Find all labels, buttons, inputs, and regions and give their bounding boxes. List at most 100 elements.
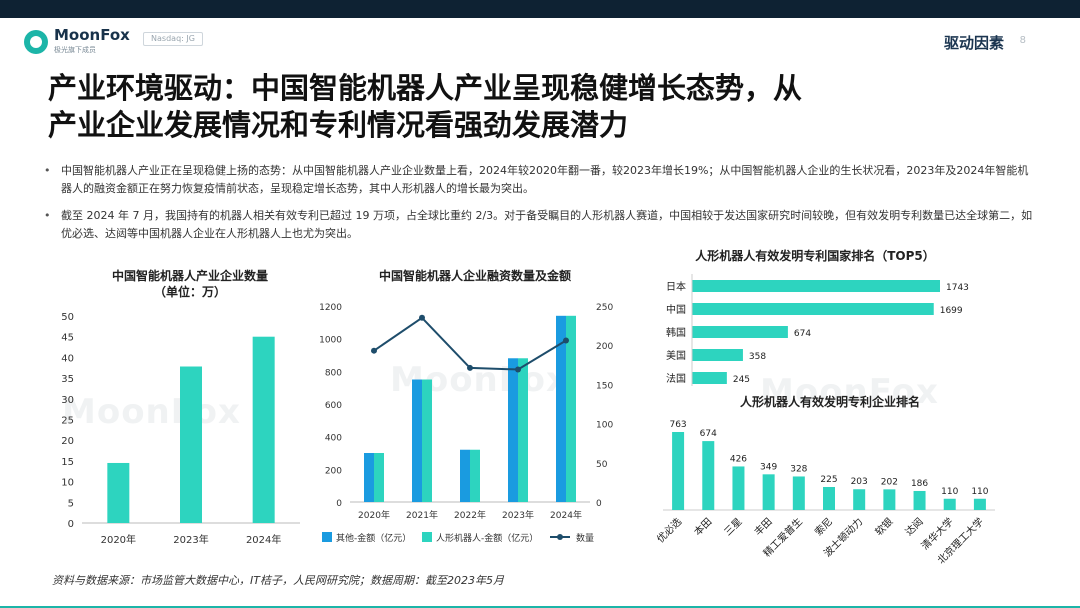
y-right-tick-label: 200 [596,342,613,352]
x-tick-label: 2020年 [358,509,390,521]
bar [692,349,743,361]
category-label: 美国 [666,349,686,362]
bar-humanoid [374,453,384,502]
category-label: 三星 [722,516,745,539]
category-label: 日本 [666,280,686,293]
bar [107,462,130,523]
y-tick-label: 5 [68,498,74,509]
category-label: 软银 [872,515,895,538]
bottom-bar [0,606,1080,608]
bar-humanoid [422,379,432,502]
bar [762,474,775,510]
x-tick-label: 2021年 [406,509,438,521]
count-point [515,366,521,373]
bar-other [364,453,374,502]
bullet-list: 中国智能机器人产业正在呈现稳健上扬的态势：从中国智能机器人产业企业数量上看，20… [44,162,1034,252]
value-label: 674 [700,429,717,439]
top-bar [0,0,1080,18]
value-label: 1699 [940,306,963,316]
y-right-tick-label: 250 [596,303,613,313]
bar [732,466,745,510]
bar [792,476,805,510]
source-note: 资料与数据来源：市场监管大数据中心，IT桔子，人民网研究院；数据周期：截至202… [52,574,504,587]
category-label: 丰田 [751,515,774,538]
bullet-item: 截至 2024 年 7 月，我国持有的机器人相关有效专利已超过 19 万项，占全… [44,207,1034,243]
y-right-tick-label: 0 [596,499,602,509]
count-line [373,316,567,371]
legend-label-other: 其他-金额（亿元） [336,532,411,544]
bar-humanoid [518,358,528,502]
count-point [467,364,473,371]
y-tick-label: 0 [68,519,74,530]
bar [823,486,835,510]
y-tick-label: 40 [61,353,74,364]
title-line-2: 产业企业发展情况和专利情况看强劲发展潜力 [48,108,629,142]
chart3-title: 人形机器人有效发明专利国家排名（TOP5） [695,249,935,263]
category-label: 达闼 [902,515,925,538]
chart1-title: 中国智能机器人产业企业数量 （单位：万） [70,268,310,300]
category-label: 索尼 [812,515,835,538]
x-tick-label: 2023年 [502,509,534,521]
value-label: 110 [971,487,988,497]
category-label: 韩国 [666,326,686,339]
bar-other [508,358,518,502]
bar-humanoid [470,449,480,502]
y-right-tick-label: 150 [596,381,613,391]
bar [913,490,926,510]
logo-text: MoonFox [54,26,130,44]
y-left-tick-label: 0 [336,499,342,509]
y-left-tick-label: 800 [325,368,342,378]
value-label: 186 [911,479,928,489]
y-left-tick-label: 200 [325,466,342,476]
bar [702,441,715,510]
bar [692,326,788,338]
x-tick-label: 2022年 [454,509,486,521]
bar [973,498,986,510]
bar-other [556,315,566,502]
y-tick-label: 50 [61,312,74,323]
y-left-tick-label: 600 [325,401,342,411]
value-label: 426 [730,454,747,464]
y-tick-label: 15 [61,457,74,468]
bar [692,303,934,315]
y-left-tick-label: 1200 [319,303,342,313]
page-number: 8 [1019,35,1026,46]
page-title: 产业环境驱动：中国智能机器人产业呈现稳健增长态势，从 产业企业发展情况和专利情况… [48,70,1038,144]
y-tick-label: 30 [61,395,74,406]
moonfox-logo-icon [24,29,48,54]
bar [672,432,685,510]
moonfox-logo: MoonFox 极光旗下成员 [24,28,130,55]
x-tick-label: 2024年 [550,509,582,521]
bullet-item: 中国智能机器人产业正在呈现稳健上扬的态势：从中国智能机器人产业企业数量上看，20… [44,162,1034,198]
legend-marker-count [557,534,563,540]
value-label: 110 [941,487,958,497]
bar [180,366,202,523]
bar-humanoid [566,315,576,502]
chart-country-patents: 日本 1743 中国 1699 韩国 674 美国 358 法国 245 [666,274,969,386]
y-tick-label: 10 [61,478,74,489]
bar [853,489,866,510]
count-point [563,337,569,344]
count-point [419,314,425,321]
category-label: 中国 [666,303,686,316]
bar [252,336,275,523]
watermark: MoonFox [760,372,939,412]
y-tick-label: 25 [61,416,74,427]
chart-company-count: 0 5 10 15 20 25 30 35 40 45 50 2020年 2023年 2024年 [61,312,300,546]
category-label: 优必选 [655,515,684,545]
chart1-title-text: 中国智能机器人产业企业数量 [111,269,268,283]
count-point [371,347,377,354]
bar [692,280,940,292]
value-label: 674 [794,329,811,339]
value-label: 203 [851,477,868,487]
value-label: 202 [881,477,898,487]
value-label: 1743 [946,283,969,293]
y-tick-label: 35 [61,374,74,385]
legend-label-humanoid: 人形机器人-金额（亿元） [436,532,538,544]
value-label: 349 [760,462,777,472]
chart4-title: 人形机器人有效发明专利企业排名 [739,395,920,409]
y-tick-label: 45 [61,333,74,344]
legend-label-count: 数量 [576,532,594,544]
value-label: 328 [790,464,807,474]
category-label: 本田 [691,515,714,538]
